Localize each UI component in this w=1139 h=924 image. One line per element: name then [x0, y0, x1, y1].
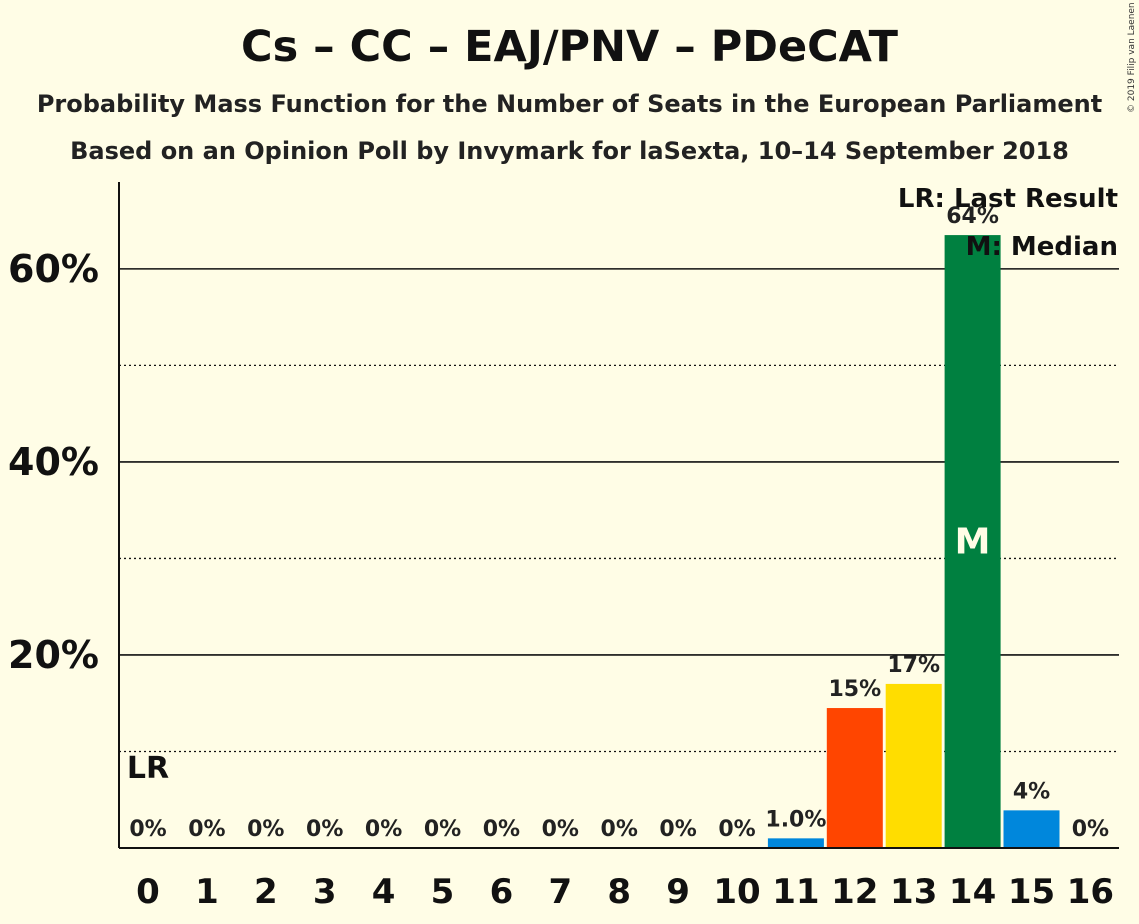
x-tick-label: 6: [490, 872, 514, 912]
data-label: 64%: [946, 204, 999, 229]
chart-subtitle: Probability Mass Function for the Number…: [36, 90, 1103, 118]
legend-median: M: Median: [965, 232, 1118, 262]
last-result-marker: LR: [127, 751, 169, 786]
y-tick-label: 60%: [8, 247, 99, 291]
chart-title: Cs – CC – EAJ/PNV – PDeCAT: [241, 22, 898, 72]
bar-seat-14: [944, 235, 1001, 848]
data-label: 0%: [483, 817, 520, 842]
legend-last-result: LR: Last Result: [897, 184, 1118, 214]
x-tick-label: 3: [313, 872, 337, 912]
data-label: 0%: [365, 817, 402, 842]
x-tick-label: 4: [372, 872, 396, 912]
x-tick-label: 13: [890, 872, 937, 912]
data-label: 0%: [601, 817, 638, 842]
x-tick-label: 16: [1067, 872, 1114, 912]
data-label: 17%: [887, 653, 940, 678]
bar-seat-11: [767, 838, 824, 848]
data-label: 0%: [306, 817, 343, 842]
data-label: 0%: [188, 817, 225, 842]
x-tick-label: 8: [607, 872, 631, 912]
data-label: 4%: [1013, 779, 1050, 804]
data-label: 1.0%: [765, 807, 826, 832]
x-tick-label: 1: [195, 872, 219, 912]
bar-seat-13: [885, 683, 942, 848]
y-tick-label: 20%: [8, 633, 99, 677]
x-tick-label: 11: [772, 872, 819, 912]
median-marker: M: [955, 522, 991, 563]
x-tick-label: 7: [548, 872, 572, 912]
bar-seat-12: [826, 708, 883, 848]
x-tick-label: 15: [1008, 872, 1055, 912]
data-label: 0%: [247, 817, 284, 842]
data-label: 0%: [1072, 817, 1109, 842]
y-tick-label: 40%: [8, 440, 99, 484]
x-tick-label: 2: [254, 872, 278, 912]
data-label: 0%: [129, 817, 166, 842]
data-label: 15%: [828, 677, 881, 702]
data-label: 0%: [424, 817, 461, 842]
x-tick-label: 9: [666, 872, 690, 912]
x-tick-label: 10: [713, 872, 760, 912]
x-tick-label: 0: [136, 872, 160, 912]
chart-source-line: Based on an Opinion Poll by Invymark for…: [70, 137, 1069, 165]
x-tick-label: 12: [831, 872, 878, 912]
data-label: 0%: [542, 817, 579, 842]
data-label: 0%: [659, 817, 696, 842]
x-tick-label: 14: [949, 872, 996, 912]
bar-seat-15: [1003, 810, 1060, 848]
data-label: 0%: [718, 817, 755, 842]
x-tick-label: 5: [431, 872, 455, 912]
